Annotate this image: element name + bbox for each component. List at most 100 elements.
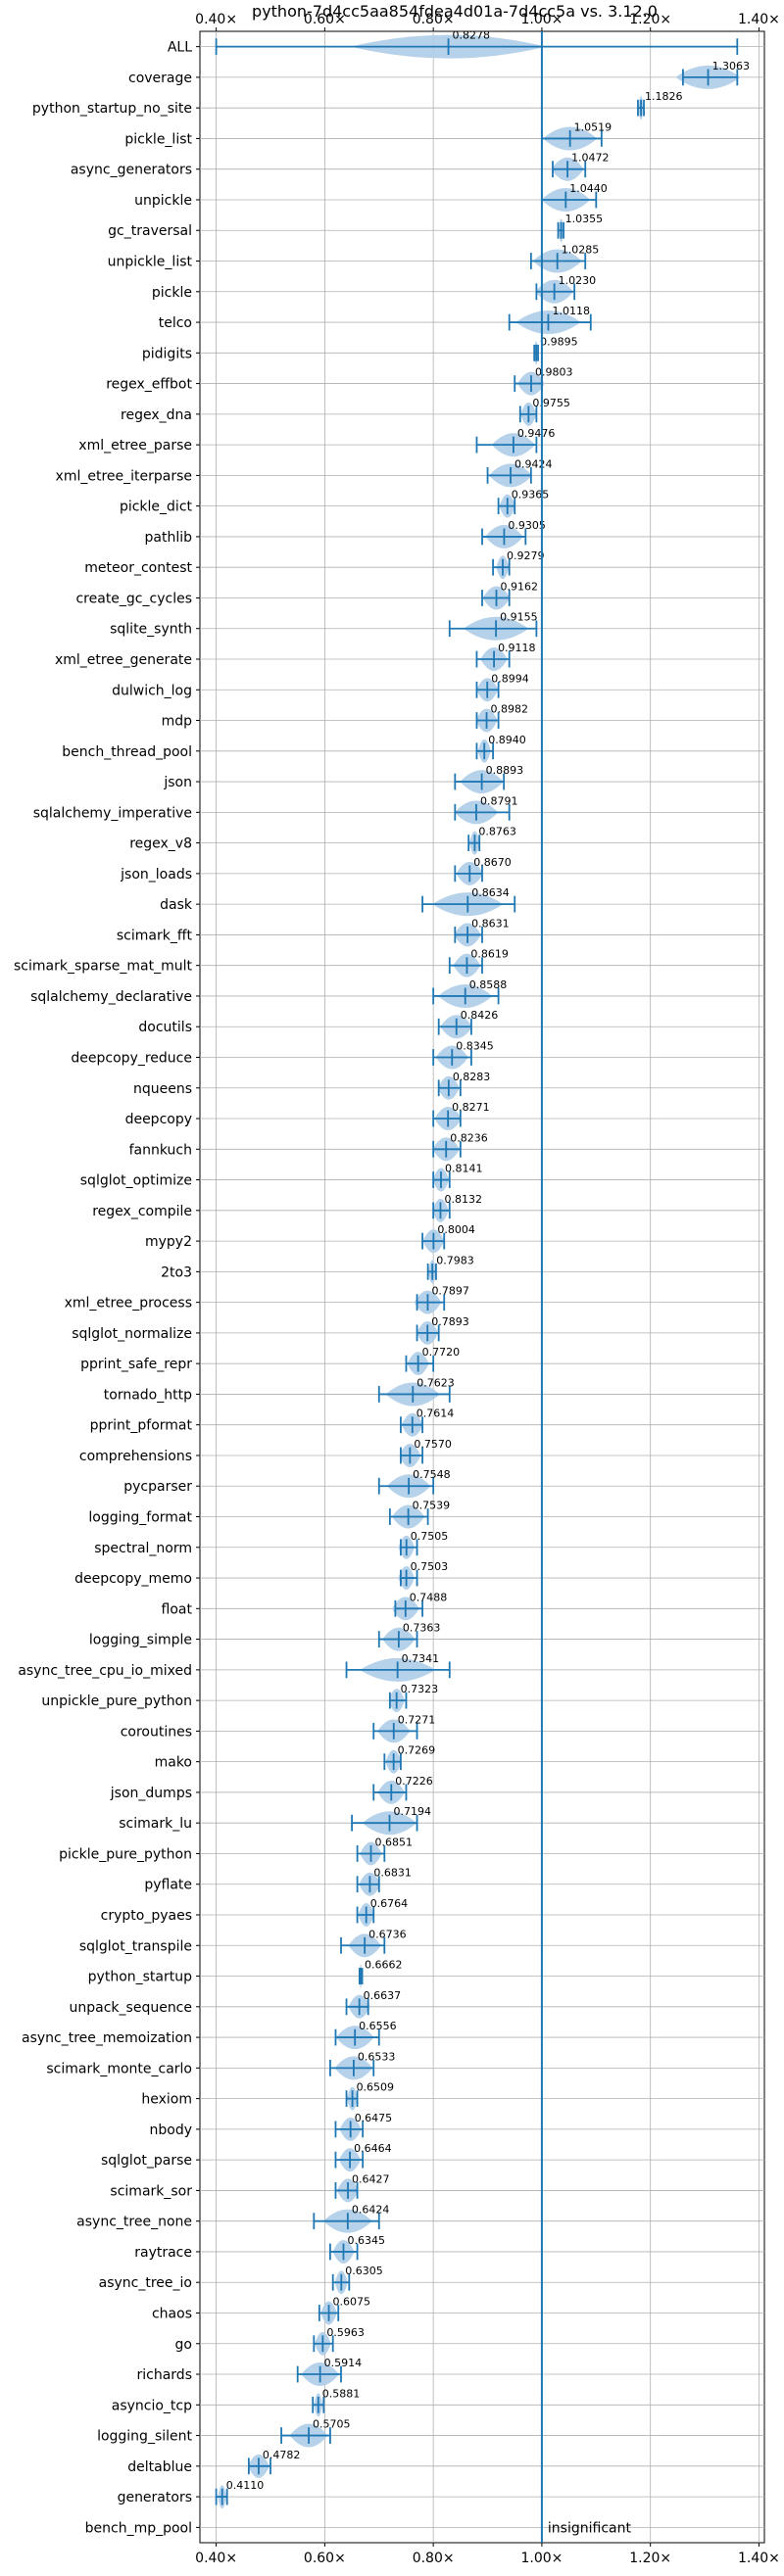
data-label: 0.4110 bbox=[226, 2479, 265, 2492]
data-label: 0.6509 bbox=[357, 2081, 395, 2094]
data-label: 0.7194 bbox=[394, 1805, 432, 1818]
category-label: raytrace bbox=[134, 2245, 192, 2261]
category-label: xml_etree_parse bbox=[78, 438, 192, 453]
category-label: unpack_sequence bbox=[70, 2000, 192, 2016]
category-label: pickle bbox=[152, 285, 192, 301]
data-label: 0.7269 bbox=[398, 1744, 436, 1757]
data-label: 1.0285 bbox=[562, 244, 600, 257]
category-label: sqlglot_parse bbox=[101, 2153, 192, 2169]
data-label: 1.0355 bbox=[565, 213, 604, 225]
data-label: 0.6662 bbox=[365, 1959, 403, 1972]
data-label: 0.7623 bbox=[416, 1376, 455, 1389]
data-label: 0.9162 bbox=[501, 580, 538, 593]
data-label: 0.7503 bbox=[411, 1560, 449, 1573]
data-label: 0.6427 bbox=[352, 2172, 390, 2185]
data-label: 0.7983 bbox=[436, 1254, 474, 1266]
data-label: 0.8278 bbox=[453, 29, 491, 42]
category-label: unpickle_pure_python bbox=[41, 1693, 192, 1709]
x-tick-label-top: 1.40× bbox=[738, 12, 780, 27]
data-label: 1.0519 bbox=[574, 120, 612, 133]
category-label: pickle_pure_python bbox=[59, 1846, 192, 1862]
data-label: 0.8982 bbox=[491, 703, 528, 716]
category-label: pickle_list bbox=[124, 131, 192, 147]
category-label: dulwich_log bbox=[112, 683, 192, 698]
data-label: 0.5914 bbox=[324, 2357, 363, 2369]
x-tick-label-top: 0.40× bbox=[195, 12, 237, 27]
category-label: regex_v8 bbox=[129, 836, 192, 852]
data-label: 0.7226 bbox=[395, 1775, 433, 1788]
category-label: telco bbox=[159, 315, 192, 331]
category-label: chaos bbox=[152, 2306, 192, 2321]
data-label: 0.6736 bbox=[368, 1928, 407, 1940]
category-label: nbody bbox=[150, 2123, 193, 2138]
category-label: fannkuch bbox=[129, 1142, 192, 1158]
category-label: sqlalchemy_declarative bbox=[30, 989, 192, 1005]
category-label: dask bbox=[160, 897, 193, 913]
data-label: 0.6345 bbox=[347, 2234, 385, 2247]
chart-title: python-7d4cc5aa854fdea4d01a-7d4cc5a vs. … bbox=[252, 2, 658, 21]
category-label: logging_silent bbox=[97, 2429, 192, 2445]
x-tick-label-bottom: 1.00× bbox=[520, 2551, 563, 2566]
category-label: json_dumps bbox=[110, 1786, 192, 1801]
category-label: python_startup_no_site bbox=[32, 101, 192, 117]
category-label: comprehensions bbox=[79, 1449, 192, 1464]
data-label: 0.8236 bbox=[450, 1131, 488, 1144]
category-label: unpickle bbox=[134, 193, 192, 209]
data-label: 0.9155 bbox=[500, 611, 537, 624]
category-label: regex_compile bbox=[92, 1204, 192, 1219]
data-label: 0.8670 bbox=[473, 856, 512, 869]
data-label: 1.1826 bbox=[645, 90, 683, 103]
category-label: mypy2 bbox=[145, 1234, 192, 1250]
data-label: 0.6851 bbox=[375, 1836, 414, 1848]
data-label: 0.7570 bbox=[414, 1438, 452, 1451]
category-label: deepcopy_reduce bbox=[71, 1050, 192, 1066]
data-label: 0.9279 bbox=[507, 549, 545, 562]
category-label: sqlglot_optimize bbox=[80, 1173, 192, 1189]
category-label: create_gc_cycles bbox=[75, 591, 192, 606]
category-label: sqlglot_transpile bbox=[79, 1938, 192, 1954]
category-label: xml_etree_iterparse bbox=[56, 468, 192, 484]
category-label: xml_etree_generate bbox=[55, 652, 192, 668]
category-label: deltablue bbox=[127, 2459, 192, 2475]
category-label: unpickle_list bbox=[108, 255, 193, 270]
category-label: asyncio_tcp bbox=[112, 2398, 192, 2413]
category-label: nqueens bbox=[133, 1081, 192, 1097]
data-label: 1.0230 bbox=[559, 274, 597, 287]
data-label: 1.0440 bbox=[569, 182, 608, 195]
category-label: sqlalchemy_imperative bbox=[33, 805, 192, 821]
category-label: bench_mp_pool bbox=[85, 2520, 192, 2536]
data-label: 0.7893 bbox=[431, 1315, 469, 1328]
category-label: logging_simple bbox=[89, 1633, 192, 1648]
data-label: 0.7548 bbox=[413, 1468, 451, 1481]
category-label: coverage bbox=[128, 71, 192, 86]
category-label: mdp bbox=[162, 714, 193, 730]
data-label: 0.4782 bbox=[263, 2449, 301, 2461]
data-label: 0.9895 bbox=[540, 335, 578, 348]
category-label: json_loads bbox=[120, 867, 192, 883]
data-label: 0.8426 bbox=[461, 1009, 499, 1022]
data-label: 0.6764 bbox=[370, 1897, 409, 1910]
category-label: logging_format bbox=[88, 1510, 192, 1526]
category-label: deepcopy_memo bbox=[74, 1571, 192, 1587]
category-label: bench_thread_pool bbox=[62, 744, 192, 760]
plot-area: 0.40× 0.40× 0.60× 0.60× 0.80× 0.80× 1.00× 1.00×… bbox=[14, 12, 780, 2566]
data-label: 0.6533 bbox=[358, 2050, 396, 2063]
insignificant-note: insignificant bbox=[548, 2520, 632, 2536]
category-label: json bbox=[163, 775, 192, 790]
category-label: tornado_http bbox=[104, 1387, 192, 1403]
x-tick-label-bottom: 0.40× bbox=[195, 2551, 237, 2566]
data-label: 1.0472 bbox=[571, 152, 610, 165]
data-label: 0.6464 bbox=[354, 2142, 392, 2155]
x-tick-label-bottom: 1.20× bbox=[629, 2551, 671, 2566]
data-label: 0.9755 bbox=[532, 397, 570, 409]
category-label: pidigits bbox=[142, 346, 192, 361]
category-label: async_generators bbox=[71, 163, 192, 178]
category-label: async_tree_memoization bbox=[22, 2030, 192, 2046]
data-label: 0.8345 bbox=[456, 1039, 494, 1052]
data-label: 0.7505 bbox=[411, 1530, 449, 1543]
data-label: 0.7897 bbox=[431, 1285, 469, 1298]
data-label: 0.9476 bbox=[517, 427, 556, 440]
data-label: 0.8588 bbox=[469, 978, 507, 991]
category-label: scimark_monte_carlo bbox=[46, 2061, 192, 2076]
